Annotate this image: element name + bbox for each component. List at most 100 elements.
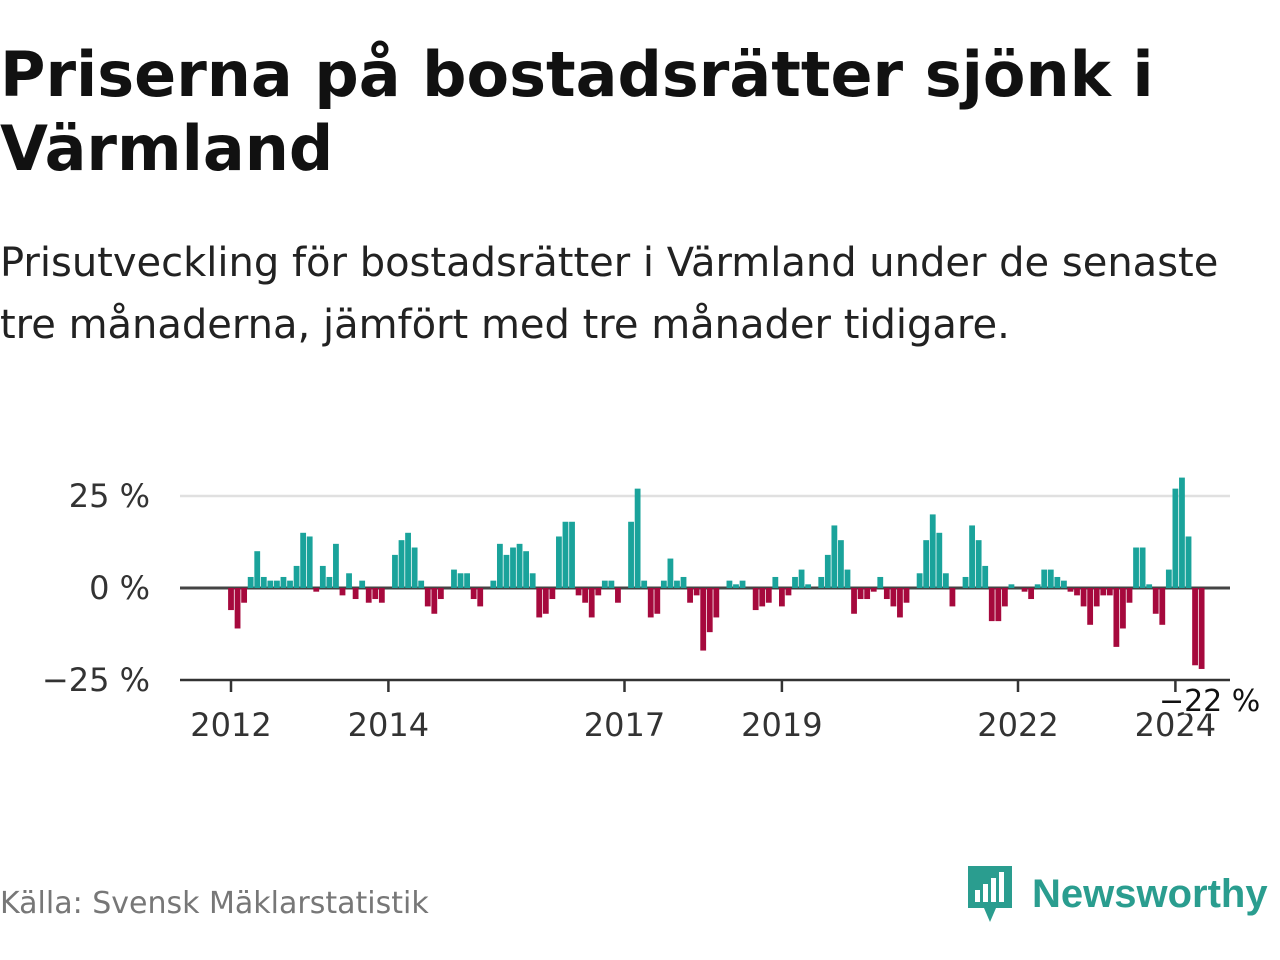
bar [378, 588, 385, 603]
bar [713, 588, 720, 618]
bar [247, 576, 254, 588]
bar [1120, 588, 1126, 629]
bar [1106, 588, 1113, 596]
bar [1028, 588, 1035, 600]
bar [359, 580, 366, 588]
bar [831, 525, 838, 588]
bar [1074, 588, 1080, 596]
bar [660, 580, 667, 588]
bar [936, 532, 943, 588]
bar [1080, 588, 1087, 607]
bar [1054, 576, 1061, 588]
bar [241, 588, 248, 603]
bar [844, 569, 851, 588]
brand-logo: Newsworthy [964, 862, 1268, 926]
bar [674, 580, 680, 588]
last-value-label: −22 % [1159, 684, 1260, 719]
bar [890, 588, 897, 607]
bar [1100, 588, 1107, 596]
bar [588, 588, 595, 618]
x-tick-label: 2024 [1135, 706, 1216, 744]
bar [1126, 588, 1133, 603]
bar [392, 554, 398, 588]
bar [228, 588, 234, 611]
bar [949, 588, 956, 607]
bar [942, 573, 949, 588]
bar [1139, 547, 1146, 588]
bar [1198, 588, 1205, 669]
bar [693, 588, 700, 596]
bar [647, 588, 654, 618]
bar [779, 588, 785, 607]
bar [306, 536, 313, 588]
source-note: Källa: Svensk Mäklarstatistik [0, 886, 429, 921]
bar [1093, 588, 1100, 607]
bar [582, 588, 589, 603]
bar [352, 588, 359, 600]
bar [792, 576, 798, 588]
annotations: −22 % [1156, 681, 1262, 721]
bar [1165, 569, 1172, 588]
bar [1146, 584, 1153, 588]
bar [464, 573, 470, 588]
bar [916, 573, 923, 588]
bar [431, 588, 438, 614]
bar [418, 580, 425, 588]
bar [411, 547, 418, 588]
bar [542, 588, 549, 614]
bar [523, 551, 530, 588]
bar [988, 588, 995, 622]
bar [477, 588, 484, 607]
bar [365, 588, 372, 603]
bar [575, 588, 582, 596]
y-tick-label: 0 % [89, 569, 150, 607]
bar [641, 580, 648, 588]
bar [752, 588, 759, 611]
bar [595, 588, 602, 596]
axes: 25 % 0 % −25 % 2012 2014 2017 2019 2022 2024 [42, 477, 1216, 744]
bar [982, 565, 989, 588]
bar [628, 521, 634, 588]
bar [562, 521, 569, 588]
bar [549, 588, 556, 600]
bar [1034, 584, 1041, 588]
bar [818, 576, 825, 588]
bar [1047, 569, 1054, 588]
bar [1172, 488, 1179, 588]
bar [260, 576, 267, 588]
bar [654, 588, 661, 614]
bar [490, 580, 497, 588]
bar [503, 554, 510, 588]
y-tick-label: 25 % [69, 477, 150, 515]
bar [319, 565, 326, 588]
bar [569, 521, 575, 588]
bar [1041, 569, 1048, 588]
bar [805, 584, 812, 588]
bar [975, 540, 982, 588]
bar [1192, 588, 1198, 666]
x-tick-label: 2014 [348, 706, 429, 744]
bar [280, 576, 287, 588]
x-tick-label: 2019 [741, 706, 822, 744]
bar [457, 573, 464, 588]
x-tick-label: 2022 [977, 706, 1058, 744]
bar [857, 588, 864, 600]
bar [1001, 588, 1008, 607]
bar [1021, 588, 1028, 592]
bar [608, 580, 615, 588]
bar [798, 569, 805, 588]
bar [254, 551, 261, 588]
bar [680, 576, 687, 588]
bar [1067, 588, 1074, 592]
bar [962, 576, 969, 588]
bar [667, 558, 674, 588]
bar [1113, 588, 1120, 647]
bar [287, 580, 293, 588]
bar [1152, 588, 1159, 614]
bar [274, 580, 280, 588]
bar [496, 543, 503, 588]
bar [824, 554, 831, 588]
x-tick-label: 2012 [190, 706, 271, 744]
bar [470, 588, 477, 600]
bar [969, 525, 975, 588]
